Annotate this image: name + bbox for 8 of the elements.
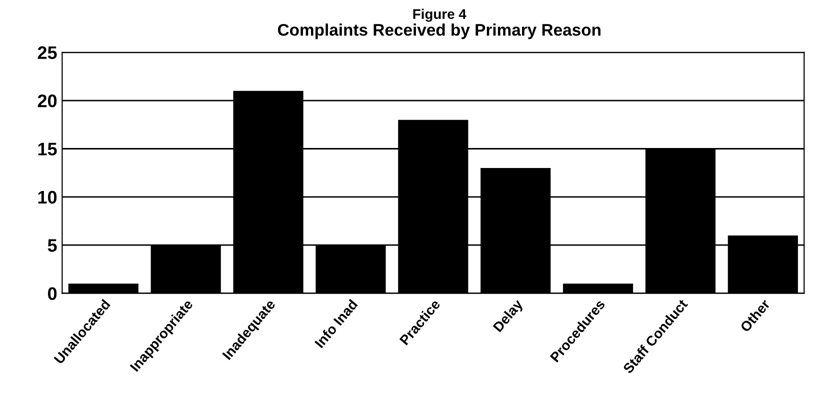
y-tick-label: 0 [48, 287, 57, 300]
y-tick-label: 10 [38, 190, 57, 204]
y-tick-label: 15 [38, 142, 57, 156]
y-tick-label: 25 [38, 46, 57, 60]
y-tick-label: 5 [48, 239, 57, 252]
chart-subtitle: Complaints Received by Primary Reason [278, 24, 600, 40]
y-tick-label: 20 [38, 94, 57, 108]
chart-title: Figure 4 [413, 8, 466, 22]
